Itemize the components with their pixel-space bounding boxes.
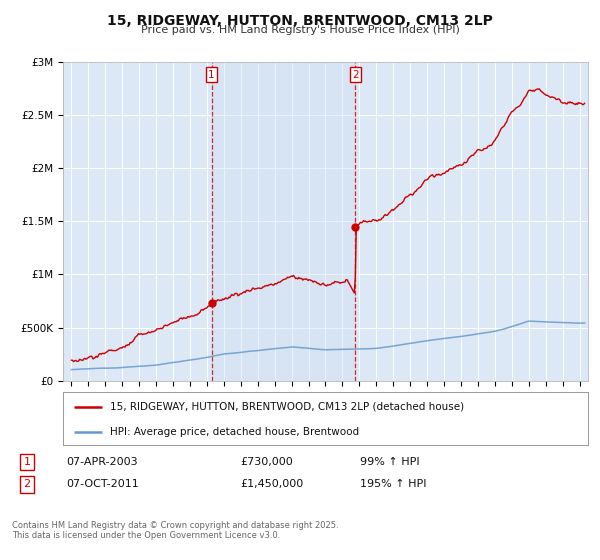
- Text: 15, RIDGEWAY, HUTTON, BRENTWOOD, CM13 2LP: 15, RIDGEWAY, HUTTON, BRENTWOOD, CM13 2L…: [107, 14, 493, 28]
- Bar: [212, 62, 355, 381]
- Text: £730,000: £730,000: [240, 457, 293, 467]
- Text: 07-APR-2003: 07-APR-2003: [66, 457, 137, 467]
- Text: 195% ↑ HPI: 195% ↑ HPI: [360, 479, 427, 489]
- Text: Contains HM Land Registry data © Crown copyright and database right 2025.
This d: Contains HM Land Registry data © Crown c…: [12, 521, 338, 540]
- Text: Price paid vs. HM Land Registry's House Price Index (HPI): Price paid vs. HM Land Registry's House …: [140, 25, 460, 35]
- Text: 15, RIDGEWAY, HUTTON, BRENTWOOD, CM13 2LP (detached house): 15, RIDGEWAY, HUTTON, BRENTWOOD, CM13 2L…: [110, 402, 464, 412]
- Text: 1: 1: [23, 457, 31, 467]
- Text: HPI: Average price, detached house, Brentwood: HPI: Average price, detached house, Bren…: [110, 427, 359, 437]
- Text: 99% ↑ HPI: 99% ↑ HPI: [360, 457, 419, 467]
- Text: 07-OCT-2011: 07-OCT-2011: [66, 479, 139, 489]
- Text: 1: 1: [208, 69, 215, 80]
- Text: 2: 2: [23, 479, 31, 489]
- Text: 2: 2: [352, 69, 359, 80]
- Text: £1,450,000: £1,450,000: [240, 479, 303, 489]
